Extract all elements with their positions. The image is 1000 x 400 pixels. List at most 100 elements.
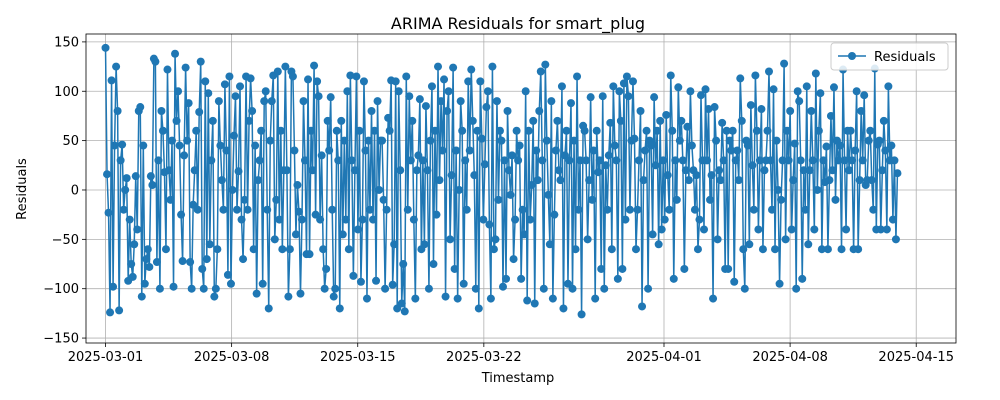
data-point: [881, 146, 890, 155]
data-point: [133, 225, 142, 234]
data-point: [462, 205, 471, 214]
y-tick-label: −100: [43, 282, 79, 297]
data-point: [237, 215, 246, 224]
data-point: [521, 87, 530, 96]
data-point: [488, 62, 497, 71]
plot-area: [85, 33, 957, 344]
data-point: [798, 274, 807, 283]
data-point: [139, 141, 148, 150]
data-point: [582, 156, 591, 165]
data-point: [625, 205, 634, 214]
data-point: [429, 260, 438, 269]
data-point: [146, 172, 155, 181]
data-point: [639, 176, 648, 185]
data-point: [801, 205, 810, 214]
data-point: [495, 126, 504, 135]
data-point: [257, 126, 266, 135]
data-point: [332, 126, 341, 135]
data-point: [535, 107, 544, 115]
data-point: [554, 166, 563, 175]
data-point: [343, 87, 352, 96]
data-point: [866, 126, 875, 135]
data-point: [758, 245, 767, 254]
data-point: [684, 176, 693, 185]
data-point: [648, 230, 657, 239]
legend-box: [830, 42, 949, 71]
data-point: [391, 77, 400, 86]
data-point: [293, 181, 302, 190]
data-point: [836, 141, 845, 150]
data-point: [681, 166, 690, 175]
data-point: [426, 136, 435, 145]
data-point: [379, 195, 388, 204]
data-point: [641, 146, 650, 155]
data-point: [754, 225, 763, 234]
data-point: [453, 294, 462, 303]
data-point: [766, 156, 775, 165]
data-point: [485, 220, 494, 229]
data-point: [842, 225, 851, 234]
data-point: [297, 215, 306, 224]
data-point: [671, 156, 680, 165]
data-point: [464, 77, 473, 86]
data-point: [202, 255, 211, 264]
data-point: [784, 156, 793, 165]
data-point: [201, 77, 210, 86]
data-point: [210, 292, 219, 301]
data-point: [616, 116, 625, 125]
data-point: [158, 126, 167, 135]
data-point: [700, 225, 708, 234]
data-point: [346, 71, 355, 80]
data-point: [514, 156, 523, 165]
data-point: [310, 61, 319, 70]
data-point: [329, 292, 338, 301]
data-point: [382, 205, 391, 214]
data-point: [819, 156, 828, 165]
data-point: [355, 126, 364, 135]
data-point: [659, 156, 668, 165]
data-point: [301, 156, 310, 165]
data-point: [443, 107, 452, 115]
data-point: [323, 116, 332, 125]
data-point: [482, 103, 491, 112]
data-point: [175, 141, 184, 150]
data-point: [763, 126, 772, 135]
data-point: [234, 167, 243, 176]
data-point: [326, 93, 335, 102]
data-point: [745, 240, 754, 249]
data-point: [781, 235, 790, 244]
data-point: [278, 245, 287, 254]
data-point: [755, 156, 764, 165]
data-point: [222, 146, 231, 155]
data-point: [361, 146, 370, 155]
data-point: [396, 166, 405, 175]
data-point: [494, 195, 503, 204]
data-point: [588, 195, 597, 204]
data-point: [263, 205, 272, 214]
data-point: [851, 146, 860, 155]
data-point: [609, 82, 618, 91]
data-point: [219, 205, 228, 214]
data-point: [427, 82, 436, 91]
data-point: [465, 146, 474, 155]
data-point: [746, 101, 755, 110]
data-point: [816, 89, 825, 98]
data-point: [288, 72, 297, 81]
data-point: [378, 136, 387, 145]
x-tick-label: 2025-03-01: [68, 350, 144, 365]
data-point: [190, 166, 199, 175]
data-point: [338, 230, 347, 239]
data-point: [254, 176, 263, 185]
data-point: [854, 245, 863, 254]
data-point: [440, 75, 449, 84]
data-point: [678, 156, 687, 165]
data-point: [663, 171, 672, 180]
data-point: [337, 116, 346, 125]
data-point: [449, 63, 458, 72]
data-point: [213, 245, 222, 254]
data-point: [807, 107, 816, 115]
data-point: [350, 166, 359, 175]
data-point: [712, 136, 721, 145]
data-point: [719, 156, 728, 165]
data-point: [455, 185, 464, 194]
